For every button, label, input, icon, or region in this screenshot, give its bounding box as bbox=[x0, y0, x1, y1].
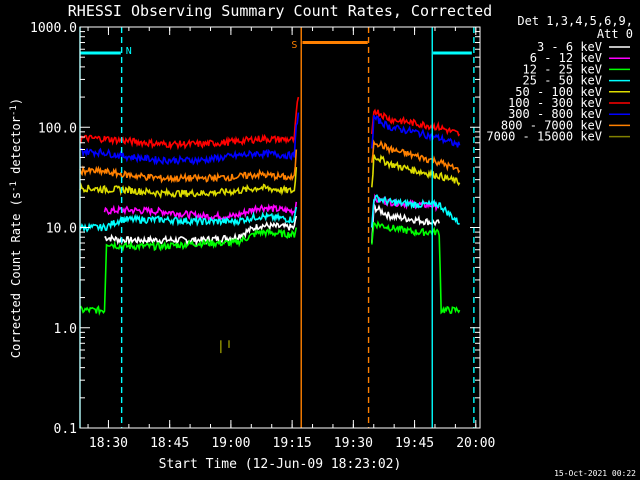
series-line-3-0 bbox=[79, 206, 298, 234]
x-tick-label-3: 19:15 bbox=[273, 436, 312, 451]
flag-label-1: S bbox=[291, 40, 297, 51]
axes: 18:30 18:45 19:00 19:15 19:30 19:45 20:00 0.1 1.… bbox=[30, 21, 495, 451]
y-tick-label-1: 1.0 bbox=[54, 322, 77, 337]
series-line-3-1 bbox=[371, 194, 461, 228]
series-line-0-1 bbox=[371, 201, 440, 244]
series-line-7-1 bbox=[371, 139, 461, 174]
series-line-4-1 bbox=[371, 154, 461, 188]
x-tick-label-1: 18:45 bbox=[150, 436, 189, 451]
x-tick-label-0: 18:30 bbox=[89, 436, 128, 451]
series-line-5-1 bbox=[371, 108, 461, 137]
y-tick-label-3: 100.0 bbox=[38, 121, 77, 136]
x-axis-label: Start Time (12-Jun-09 18:23:02) bbox=[159, 457, 402, 472]
legend-label-6: 300 - 800 keV bbox=[508, 107, 602, 121]
y-tick-label-2: 10.0 bbox=[46, 222, 77, 237]
series-line-6-1 bbox=[371, 114, 461, 149]
series-line-4-0 bbox=[79, 167, 298, 200]
series-line-6-0 bbox=[79, 112, 300, 166]
legend-label-2: 12 - 25 keV bbox=[523, 62, 602, 76]
series-line-7-0 bbox=[79, 149, 298, 184]
legend-label-1: 6 - 12 keV bbox=[530, 51, 602, 65]
legend-label-7: 800 - 7000 keV bbox=[501, 118, 602, 132]
x-tick-label-2: 19:00 bbox=[211, 436, 250, 451]
y-tick-label-4: 1000.0 bbox=[30, 21, 77, 36]
legend-label-3: 25 - 50 keV bbox=[523, 74, 602, 88]
series-line-1-0 bbox=[103, 201, 298, 222]
legend-label-5: 100 - 300 keV bbox=[508, 96, 602, 110]
footer-timestamp: 15-Oct-2021 00:22 bbox=[554, 469, 636, 478]
chart-title: RHESSI Observing Summary Count Rates, Co… bbox=[68, 2, 492, 20]
y-axis-label: Corrected Count Rate (s-1 detector-1) bbox=[9, 98, 23, 358]
y-tick-label-0: 0.1 bbox=[54, 422, 77, 437]
x-tick-label-6: 20:00 bbox=[456, 436, 495, 451]
legend-label-8: 7000 - 15000 keV bbox=[486, 130, 602, 144]
legend-header-1: Det 1,3,4,5,6,9, bbox=[517, 14, 633, 28]
series-line-2-0 bbox=[79, 227, 298, 316]
x-tick-label-5: 19:45 bbox=[395, 436, 434, 451]
flag-label-0: N bbox=[126, 46, 132, 57]
legend-header-2: Att 0 bbox=[597, 27, 633, 41]
series-line-2-1 bbox=[371, 220, 461, 315]
series-line-5-0 bbox=[79, 96, 300, 151]
legend-label-4: 50 - 100 keV bbox=[515, 85, 602, 99]
legend-label-0: 3 - 6 keV bbox=[537, 40, 602, 54]
x-tick-label-4: 19:30 bbox=[334, 436, 373, 451]
